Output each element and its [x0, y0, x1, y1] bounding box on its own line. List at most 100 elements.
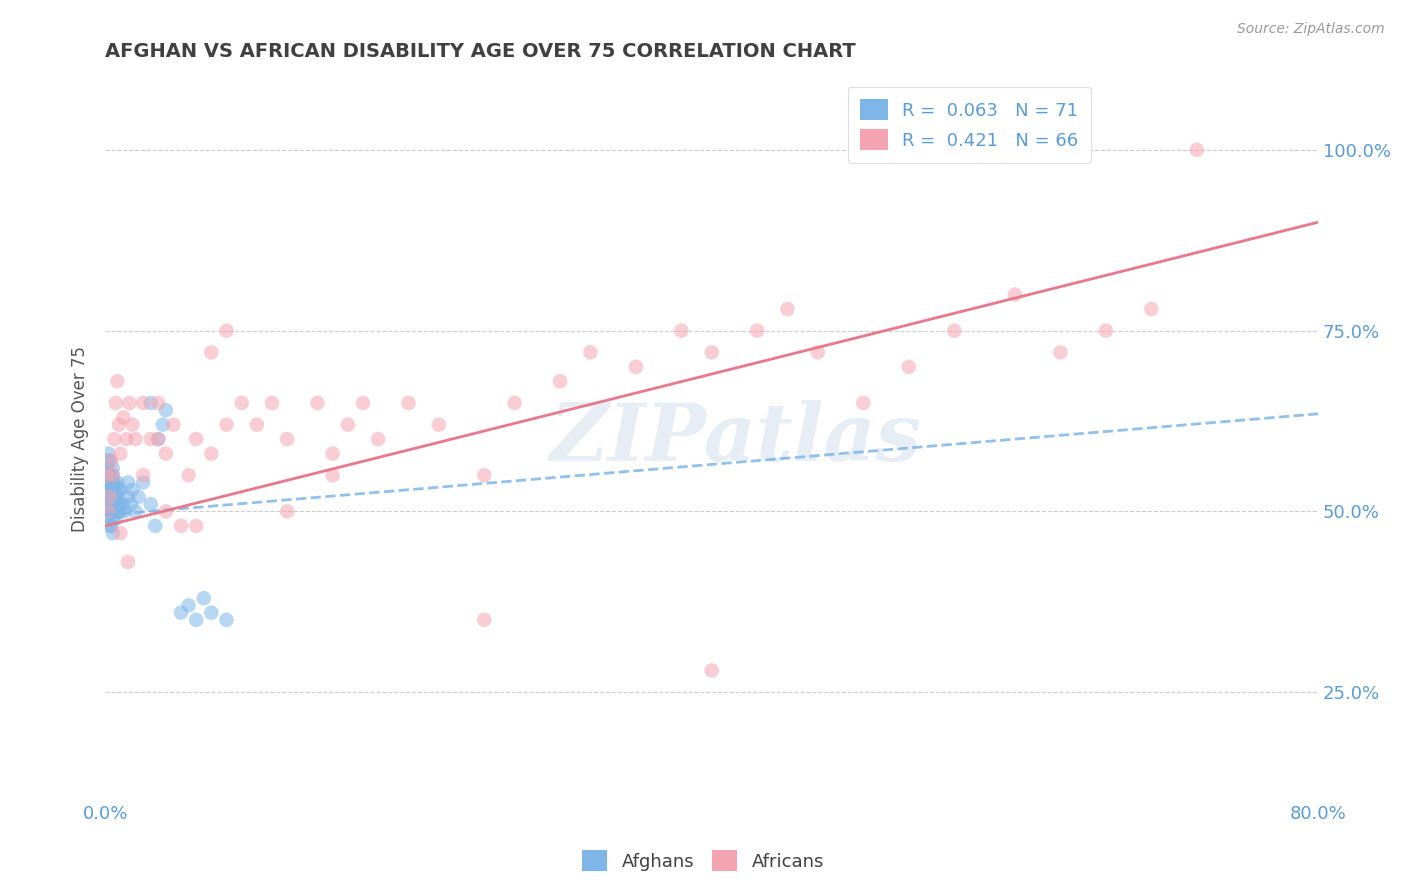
- Point: [747, 324, 769, 338]
- Point: [114, 504, 136, 518]
- Point: [105, 504, 128, 518]
- Point: [322, 446, 344, 460]
- Point: [96, 461, 118, 475]
- Point: [170, 519, 193, 533]
- Text: AFGHAN VS AFRICAN DISABILITY AGE OVER 75 CORRELATION CHART: AFGHAN VS AFRICAN DISABILITY AGE OVER 75…: [105, 42, 856, 61]
- Point: [110, 497, 132, 511]
- Point: [132, 468, 155, 483]
- Point: [336, 417, 359, 432]
- Point: [177, 468, 200, 483]
- Point: [103, 490, 125, 504]
- Text: Source: ZipAtlas.com: Source: ZipAtlas.com: [1237, 22, 1385, 37]
- Point: [139, 497, 162, 511]
- Point: [215, 324, 238, 338]
- Point: [104, 511, 127, 525]
- Point: [186, 613, 208, 627]
- Point: [231, 396, 253, 410]
- Point: [1140, 301, 1163, 316]
- Point: [503, 396, 526, 410]
- Point: [148, 396, 170, 410]
- Point: [1095, 324, 1118, 338]
- Point: [97, 446, 120, 460]
- Point: [579, 345, 602, 359]
- Point: [193, 591, 215, 606]
- Point: [700, 664, 723, 678]
- Point: [101, 461, 124, 475]
- Point: [100, 468, 122, 483]
- Y-axis label: Disability Age Over 75: Disability Age Over 75: [72, 346, 89, 533]
- Point: [143, 519, 166, 533]
- Legend: R =  0.063   N = 71, R =  0.421   N = 66: R = 0.063 N = 71, R = 0.421 N = 66: [848, 87, 1091, 162]
- Point: [110, 483, 132, 497]
- Point: [98, 483, 121, 497]
- Point: [276, 432, 298, 446]
- Point: [943, 324, 966, 338]
- Point: [104, 396, 127, 410]
- Point: [1004, 287, 1026, 301]
- Point: [897, 359, 920, 374]
- Point: [96, 490, 118, 504]
- Point: [186, 519, 208, 533]
- Point: [1185, 143, 1208, 157]
- Point: [200, 446, 222, 460]
- Point: [215, 613, 238, 627]
- Text: ZIPatlas: ZIPatlas: [550, 401, 922, 478]
- Point: [118, 396, 141, 410]
- Point: [322, 468, 344, 483]
- Point: [108, 417, 131, 432]
- Point: [98, 519, 121, 533]
- Point: [104, 483, 127, 497]
- Point: [124, 504, 146, 518]
- Point: [110, 504, 132, 518]
- Point: [97, 504, 120, 518]
- Point: [98, 490, 121, 504]
- Point: [98, 475, 121, 490]
- Point: [132, 396, 155, 410]
- Point: [98, 504, 121, 518]
- Point: [121, 417, 143, 432]
- Point: [200, 345, 222, 359]
- Point: [100, 504, 122, 518]
- Point: [117, 490, 139, 504]
- Point: [807, 345, 830, 359]
- Point: [776, 301, 799, 316]
- Point: [101, 468, 124, 483]
- Point: [121, 483, 143, 497]
- Point: [110, 526, 132, 541]
- Point: [139, 396, 162, 410]
- Point: [472, 468, 495, 483]
- Point: [120, 497, 142, 511]
- Point: [101, 511, 124, 525]
- Point: [101, 483, 124, 497]
- Point: [276, 504, 298, 518]
- Point: [103, 432, 125, 446]
- Point: [108, 483, 131, 497]
- Point: [112, 497, 135, 511]
- Legend: Afghans, Africans: Afghans, Africans: [575, 843, 831, 879]
- Point: [132, 475, 155, 490]
- Point: [100, 483, 122, 497]
- Point: [852, 396, 875, 410]
- Point: [97, 483, 120, 497]
- Point: [472, 613, 495, 627]
- Point: [105, 490, 128, 504]
- Point: [103, 497, 125, 511]
- Point: [115, 432, 138, 446]
- Point: [98, 490, 121, 504]
- Point: [105, 475, 128, 490]
- Point: [100, 490, 122, 504]
- Point: [398, 396, 420, 410]
- Point: [162, 417, 184, 432]
- Point: [128, 490, 150, 504]
- Point: [155, 403, 177, 417]
- Point: [170, 606, 193, 620]
- Point: [104, 504, 127, 518]
- Point: [427, 417, 450, 432]
- Point: [97, 454, 120, 468]
- Point: [177, 599, 200, 613]
- Point: [101, 475, 124, 490]
- Point: [100, 519, 122, 533]
- Point: [260, 396, 283, 410]
- Point: [148, 432, 170, 446]
- Point: [139, 432, 162, 446]
